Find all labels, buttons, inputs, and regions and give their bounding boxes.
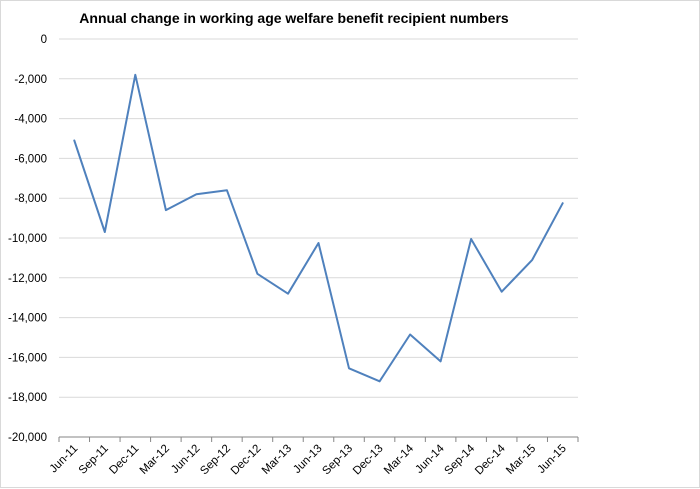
y-tick-label: -6,000 [14, 153, 47, 165]
y-axis-ticks: 0 -2,000 -4,000 -6,000 -8,000 -10,000 -12,000 -… [8, 34, 47, 444]
x-tick-label: Dec-12 [229, 443, 264, 478]
y-tick-label: -8,000 [14, 193, 47, 205]
x-tick-label: Sep-11 [77, 443, 111, 477]
x-tick-label: Dec-14 [473, 442, 508, 477]
y-tick-label: -4,000 [14, 114, 47, 126]
y-tick-label: -10,000 [8, 233, 47, 245]
x-tick-label: Mar-15 [504, 443, 538, 477]
x-tick-label: Mar-12 [138, 443, 172, 477]
y-tick-label: -16,000 [8, 352, 47, 364]
x-tick-label: Jun-11 [48, 443, 81, 476]
x-tick-label: Sep-14 [443, 442, 478, 477]
y-tick-label: 0 [41, 34, 47, 46]
x-tick-label: Dec-11 [107, 443, 141, 477]
x-tick-label: Jun-13 [291, 443, 324, 476]
y-tick-label: -2,000 [14, 74, 47, 86]
x-axis-ticks: Jun-11Sep-11Dec-11Mar-12Jun-12Sep-12Dec-… [48, 437, 579, 478]
x-tick-label: Mar-14 [382, 442, 417, 477]
y-tick-label: -18,000 [8, 392, 47, 404]
x-tick-label: Jun-12 [169, 443, 202, 476]
series-line [73, 73, 564, 383]
y-tick-label: -14,000 [8, 313, 47, 325]
x-tick-label: Sep-12 [198, 443, 233, 478]
series-layer [73, 73, 564, 383]
x-tick-label: Jun-15 [536, 443, 569, 476]
y-tick-label: -20,000 [8, 432, 47, 444]
x-tick-label: Jun-14 [413, 442, 447, 476]
x-tick-label: Dec-13 [351, 443, 386, 478]
x-tick-label: Sep-13 [320, 443, 355, 478]
x-tick-label: Mar-13 [260, 443, 294, 477]
gridlines [59, 38, 578, 438]
y-tick-label: -12,000 [8, 273, 47, 285]
chart-title: Annual change in working age welfare ben… [79, 10, 509, 26]
